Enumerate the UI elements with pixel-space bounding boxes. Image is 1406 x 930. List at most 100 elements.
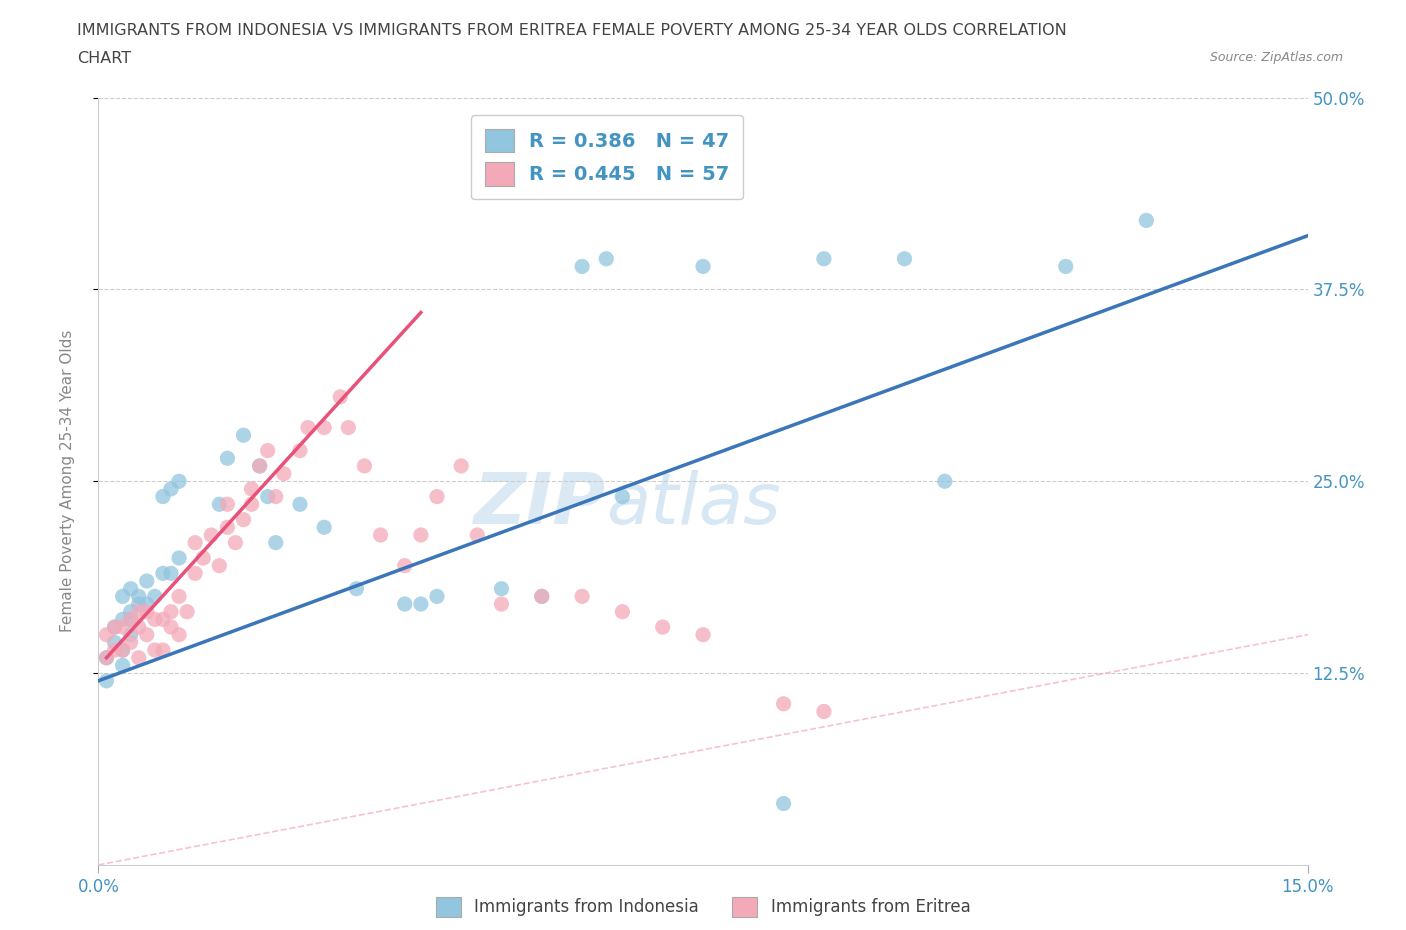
Point xyxy=(256,443,278,458)
Point xyxy=(160,619,183,634)
Point xyxy=(111,589,134,604)
Point xyxy=(893,251,915,266)
Point xyxy=(337,420,360,435)
Point xyxy=(200,527,222,542)
Point xyxy=(120,612,142,627)
Point xyxy=(103,635,125,650)
Point xyxy=(651,619,673,634)
Point xyxy=(208,497,231,512)
Point xyxy=(128,589,150,604)
Point xyxy=(394,597,416,612)
Point xyxy=(1054,259,1077,273)
Point xyxy=(240,497,263,512)
Point xyxy=(128,619,150,634)
Point xyxy=(772,796,794,811)
Point xyxy=(152,489,174,504)
Point xyxy=(96,627,118,642)
Point xyxy=(143,612,166,627)
Point xyxy=(297,420,319,435)
Point xyxy=(329,390,352,405)
Point xyxy=(96,673,118,688)
Point xyxy=(135,627,157,642)
Point xyxy=(232,428,254,443)
Point xyxy=(571,589,593,604)
Point xyxy=(530,589,553,604)
Point xyxy=(208,558,231,573)
Point xyxy=(409,527,432,542)
Point xyxy=(143,589,166,604)
Point xyxy=(813,251,835,266)
Point xyxy=(692,627,714,642)
Point xyxy=(111,643,134,658)
Point xyxy=(249,458,271,473)
Point xyxy=(465,527,488,542)
Point xyxy=(344,581,367,596)
Point xyxy=(314,520,336,535)
Point xyxy=(217,497,239,512)
Point xyxy=(370,527,392,542)
Text: Source: ZipAtlas.com: Source: ZipAtlas.com xyxy=(1209,51,1343,64)
Point xyxy=(167,627,190,642)
Point xyxy=(612,604,634,619)
Point xyxy=(128,597,150,612)
Point xyxy=(273,466,295,481)
Point xyxy=(409,597,432,612)
Point xyxy=(256,489,278,504)
Point xyxy=(167,589,190,604)
Point xyxy=(167,551,190,565)
Point xyxy=(135,574,157,589)
Point xyxy=(120,627,142,642)
Point xyxy=(96,650,118,665)
Point xyxy=(120,635,142,650)
Point xyxy=(184,535,207,550)
Point xyxy=(160,565,183,580)
Point xyxy=(176,604,198,619)
Point xyxy=(120,612,142,627)
Point xyxy=(184,565,207,580)
Point xyxy=(571,259,593,273)
Point xyxy=(426,489,449,504)
Legend: Immigrants from Indonesia, Immigrants from Eritrea: Immigrants from Indonesia, Immigrants fr… xyxy=(429,890,977,923)
Point xyxy=(772,697,794,711)
Point xyxy=(152,565,174,580)
Point xyxy=(264,535,287,550)
Point xyxy=(314,420,336,435)
Point xyxy=(224,535,246,550)
Legend: R = 0.386   N = 47, R = 0.445   N = 57: R = 0.386 N = 47, R = 0.445 N = 57 xyxy=(471,115,744,199)
Point xyxy=(135,597,157,612)
Point xyxy=(264,489,287,504)
Point xyxy=(103,643,125,658)
Point xyxy=(128,650,150,665)
Point xyxy=(288,443,311,458)
Text: atlas: atlas xyxy=(606,470,780,538)
Point xyxy=(595,251,617,266)
Point xyxy=(111,643,134,658)
Point xyxy=(128,604,150,619)
Point xyxy=(813,704,835,719)
Point xyxy=(103,619,125,634)
Point xyxy=(96,650,118,665)
Point xyxy=(426,589,449,604)
Point xyxy=(103,619,125,634)
Point xyxy=(193,551,215,565)
Y-axis label: Female Poverty Among 25-34 Year Olds: Female Poverty Among 25-34 Year Olds xyxy=(60,330,75,632)
Point xyxy=(111,619,134,634)
Point xyxy=(612,489,634,504)
Point xyxy=(491,581,513,596)
Text: IMMIGRANTS FROM INDONESIA VS IMMIGRANTS FROM ERITREA FEMALE POVERTY AMONG 25-34 : IMMIGRANTS FROM INDONESIA VS IMMIGRANTS … xyxy=(77,23,1067,38)
Point xyxy=(152,612,174,627)
Point xyxy=(160,604,183,619)
Point xyxy=(111,658,134,673)
Point xyxy=(450,458,472,473)
Point xyxy=(288,497,311,512)
Point xyxy=(232,512,254,527)
Point xyxy=(491,597,513,612)
Point xyxy=(217,520,239,535)
Text: CHART: CHART xyxy=(77,51,131,66)
Point xyxy=(111,612,134,627)
Point xyxy=(160,482,183,497)
Text: ZIP: ZIP xyxy=(474,470,606,538)
Point xyxy=(394,558,416,573)
Point xyxy=(152,643,174,658)
Point xyxy=(167,473,190,489)
